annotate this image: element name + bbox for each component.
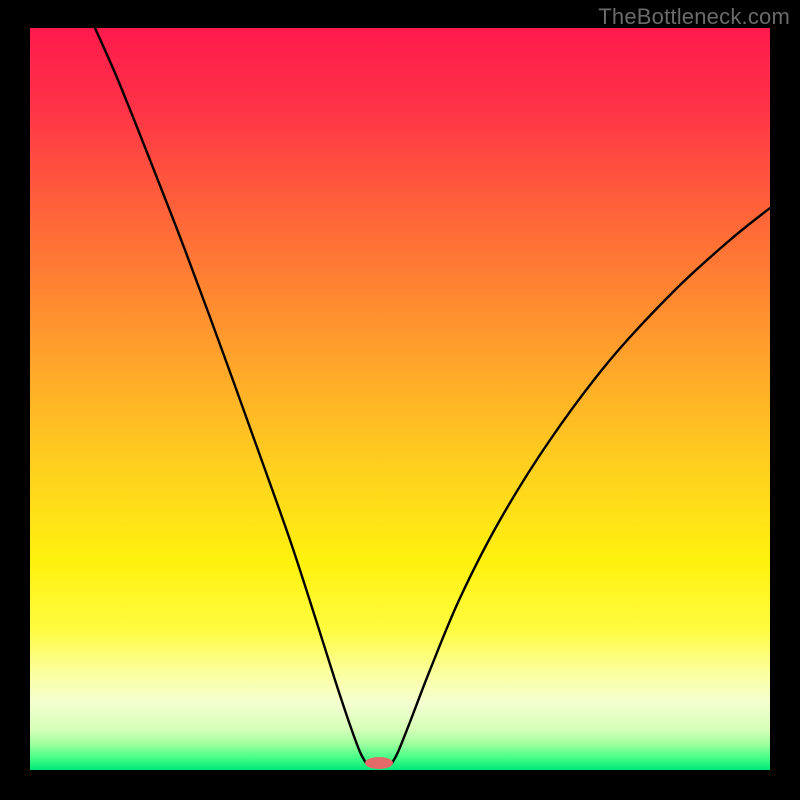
chart-container: TheBottleneck.com bbox=[0, 0, 800, 800]
optimum-marker bbox=[365, 757, 393, 769]
bottleneck-chart bbox=[0, 0, 800, 800]
watermark-text: TheBottleneck.com bbox=[598, 4, 790, 30]
